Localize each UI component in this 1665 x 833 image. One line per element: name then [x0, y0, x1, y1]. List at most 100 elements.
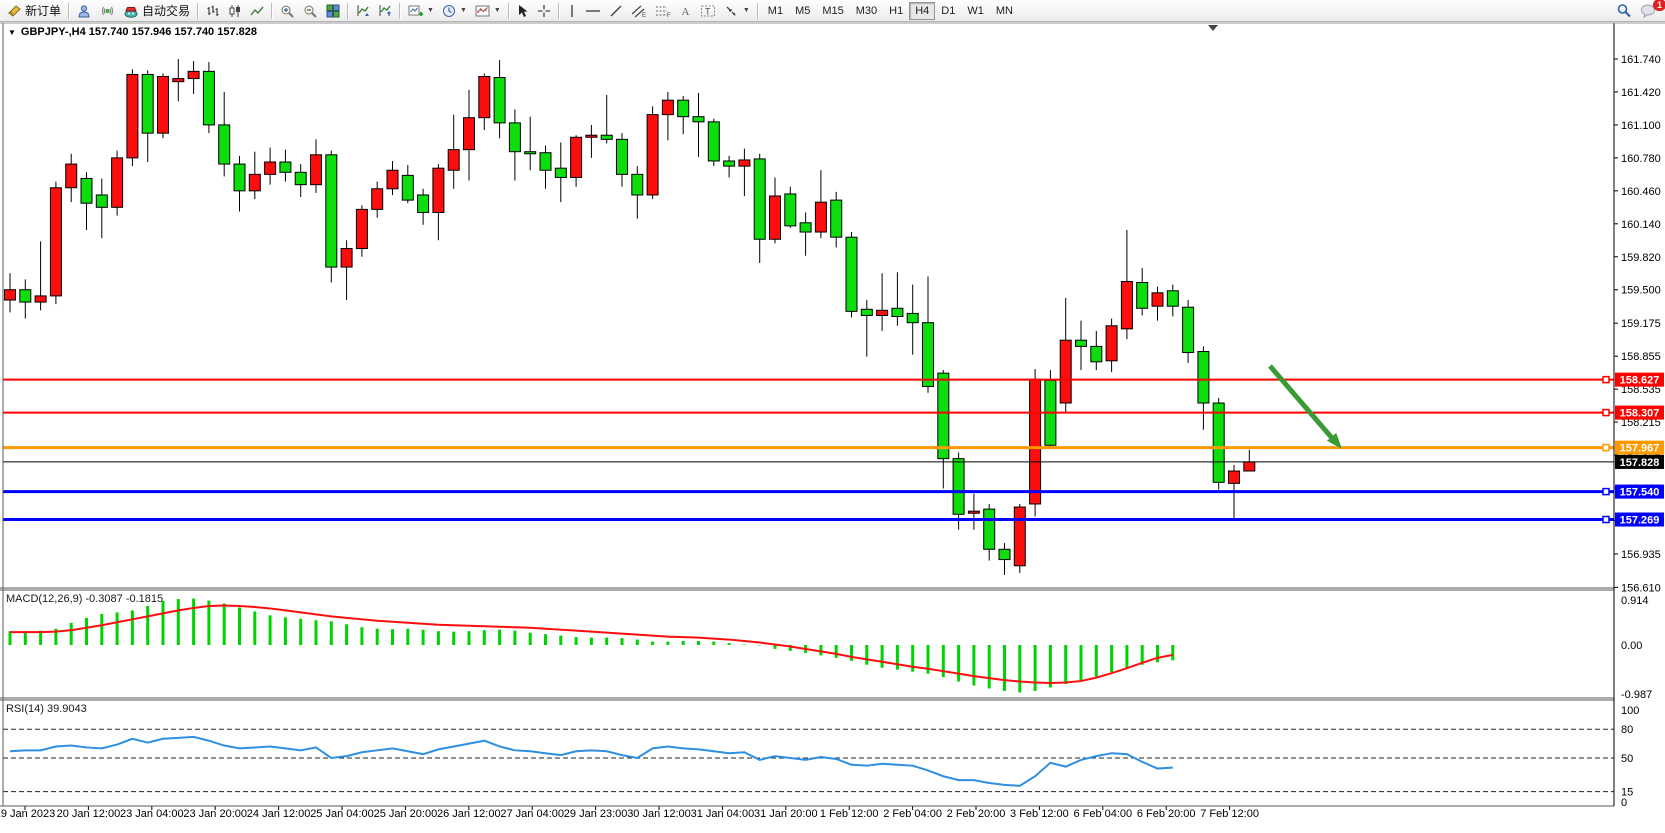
timeframe-h1[interactable]: H1 — [889, 4, 904, 17]
rsi-tick-label: 50 — [1621, 753, 1633, 765]
candle-body — [769, 195, 781, 240]
autotrading-icon — [123, 4, 139, 18]
price-badge — [1615, 440, 1664, 455]
candle-body — [1151, 292, 1164, 307]
crosshair-button[interactable] — [533, 1, 555, 21]
hline-handle[interactable] — [1602, 443, 1610, 452]
hline-handle[interactable] — [1602, 408, 1610, 417]
price-badge — [1615, 512, 1664, 527]
new-order-icon — [7, 4, 22, 18]
tile-windows-button[interactable] — [322, 1, 344, 21]
trendline-button[interactable] — [605, 1, 627, 21]
candle-body — [310, 154, 322, 186]
price-tick-label: 159.820 — [1621, 252, 1661, 264]
candle-body — [616, 138, 628, 175]
time-tick-label: 7 Feb 12:00 — [1200, 808, 1259, 820]
svg-text:A: A — [681, 6, 689, 18]
signals-button[interactable] — [96, 1, 119, 21]
vertical-line-button[interactable] — [563, 1, 581, 21]
chat-button[interactable]: 1 — [1636, 0, 1665, 21]
candle-body — [463, 117, 475, 151]
bar-chart-button[interactable] — [202, 1, 224, 21]
hline-handle[interactable] — [1602, 487, 1610, 496]
bar-chart-icon — [206, 4, 220, 18]
search-icon — [1616, 3, 1632, 18]
indicator-window-button[interactable] — [352, 1, 374, 21]
timeframe-w1[interactable]: W1 — [967, 4, 984, 17]
chart-shift-marker[interactable] — [1208, 25, 1218, 31]
text-label-button[interactable]: T — [696, 1, 720, 21]
candlestick-chart-button[interactable] — [224, 1, 246, 21]
annotation-arrow-shaft[interactable] — [1268, 364, 1334, 440]
candle-body — [1059, 339, 1072, 404]
zoom-out-icon — [303, 4, 318, 18]
horizontal-line-button[interactable] — [581, 1, 605, 21]
candle-body — [325, 154, 338, 268]
candle-body — [126, 73, 139, 159]
timeframe-h4[interactable]: H4 — [909, 1, 936, 20]
arrows-button[interactable]: ▼ — [720, 1, 754, 21]
chart-canvas[interactable]: 161.740 161.420 161.100 160.780 160.460 160.1… — [0, 22, 1665, 833]
candle-body — [1029, 378, 1042, 505]
equidistant-channel-button[interactable]: E — [627, 1, 651, 21]
hline-handle[interactable] — [1602, 375, 1610, 384]
price-badge-label: 157.540 — [1620, 487, 1660, 499]
price-tick-label: 158.215 — [1621, 417, 1661, 429]
text-button[interactable]: A — [675, 1, 696, 21]
notification-badge: 1 — [1653, 0, 1665, 11]
crosshair-icon — [537, 4, 551, 18]
timeframe-m1[interactable]: M1 — [767, 4, 784, 17]
candle-body — [371, 188, 384, 210]
candle-body — [1120, 280, 1133, 330]
periods-icon — [442, 4, 456, 18]
templates-button[interactable]: ▼ — [471, 1, 505, 21]
macd-tick-label: 0.914 — [1621, 595, 1649, 607]
zoom-in-button[interactable] — [276, 1, 299, 21]
annotation-arrow-head[interactable] — [1327, 432, 1342, 449]
community-button[interactable] — [73, 1, 96, 21]
candle-body — [891, 307, 904, 318]
data-window-button[interactable] — [374, 1, 396, 21]
zoom-out-button[interactable] — [299, 1, 322, 21]
hline-handle[interactable] — [1602, 515, 1610, 524]
timeframe-m5[interactable]: M5 — [795, 4, 811, 17]
periods-button[interactable]: ▼ — [438, 1, 471, 21]
fibonacci-button[interactable]: F — [651, 1, 675, 21]
time-tick-label: 27 Jan 04:00 — [500, 808, 564, 820]
search-button[interactable] — [1612, 1, 1636, 21]
candle-body — [876, 309, 889, 316]
candle-body — [830, 199, 843, 238]
timeframe-m15[interactable]: M15 — [822, 4, 844, 17]
new-order-button[interactable]: 新订单 — [3, 1, 65, 21]
candle-body — [187, 70, 200, 80]
time-tick-label: 29 Jan 23:00 — [564, 808, 628, 820]
price-tick-label: 161.740 — [1621, 54, 1661, 66]
new-chart-icon — [408, 4, 424, 18]
equidistant-channel-icon: E — [631, 4, 647, 18]
time-tick-label: 6 Feb 04:00 — [1073, 808, 1132, 820]
time-tick-label: 20 Jan 12:00 — [57, 808, 121, 820]
price-tick-label: 160.140 — [1621, 219, 1661, 231]
time-tick-label: 19 Jan 2023 — [0, 808, 55, 820]
templates-icon — [475, 4, 490, 18]
timeframe-m30[interactable]: M30 — [855, 4, 878, 17]
rsi-line — [9, 735, 1173, 787]
candle-body — [65, 163, 78, 189]
candlestick-chart-icon — [228, 4, 242, 18]
separator — [557, 2, 560, 19]
cursor-button[interactable] — [513, 1, 533, 21]
new-chart-button[interactable]: ▼ — [404, 1, 438, 21]
timeframe-d1[interactable]: D1 — [941, 4, 956, 17]
fibonacci-icon: F — [655, 4, 671, 18]
line-chart-button[interactable] — [246, 1, 268, 21]
candle-body — [1105, 325, 1118, 362]
candle-body — [340, 248, 353, 268]
svg-text:T: T — [705, 6, 711, 16]
timeframe-mn[interactable]: MN — [995, 4, 1013, 17]
autotrading-button[interactable]: 自动交易 — [119, 1, 194, 21]
separator — [507, 2, 510, 19]
candle-body — [294, 171, 307, 186]
candle-body — [172, 78, 185, 83]
candle-body — [661, 99, 674, 116]
price-tick-label: 160.460 — [1621, 186, 1661, 198]
